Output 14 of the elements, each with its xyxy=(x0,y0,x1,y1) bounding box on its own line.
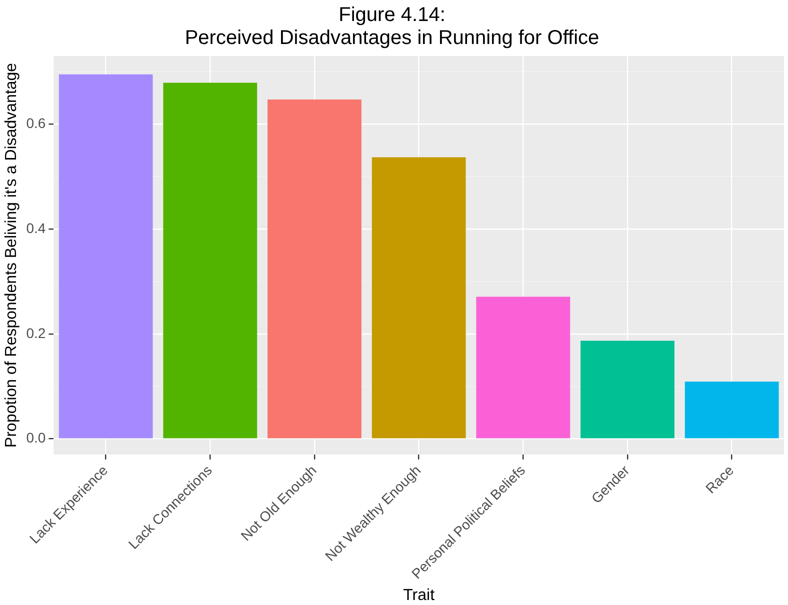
bar xyxy=(163,82,258,438)
y-tick-label: 0.0 xyxy=(26,430,46,446)
chart-title: Figure 4.14: Perceived Disadvantages in Running for Office xyxy=(184,4,600,50)
y-tick-label: 0.2 xyxy=(26,324,46,341)
x-axis-title: Trait xyxy=(403,586,436,604)
y-axis-title: Propotion of Respondents Beliving it's a Disadvantage xyxy=(3,62,20,448)
bar xyxy=(580,340,674,438)
bar xyxy=(268,100,362,438)
y-tick-label: 0.4 xyxy=(26,220,46,236)
y-tick-label: 0.6 xyxy=(26,115,46,132)
bar xyxy=(476,296,570,438)
bar xyxy=(684,382,779,438)
bar xyxy=(58,74,153,438)
bar xyxy=(372,157,466,438)
